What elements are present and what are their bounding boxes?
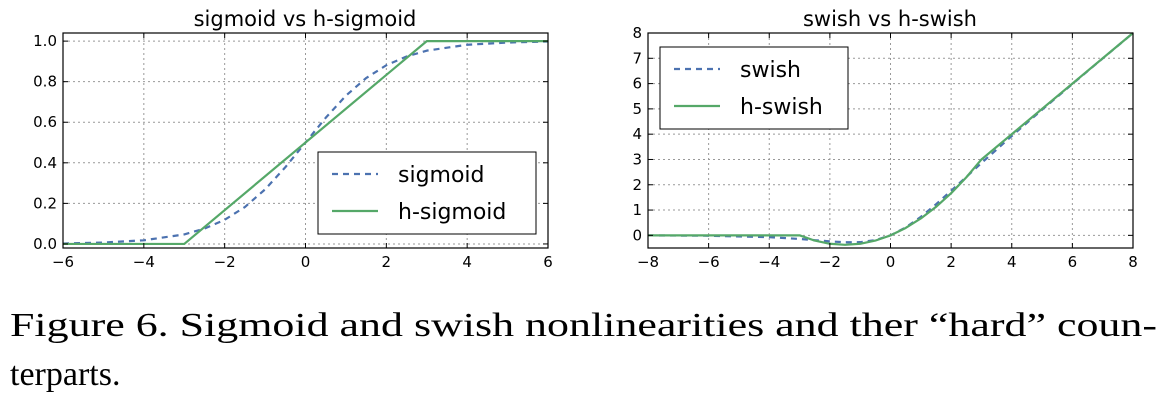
x-tick-label: −2 — [819, 253, 841, 271]
legend-label-swish: swish — [740, 58, 801, 83]
y-tick-label: 3 — [632, 150, 642, 168]
y-tick-label: 0.2 — [33, 194, 57, 212]
y-tick-label: 1 — [632, 201, 642, 219]
x-tick-label: −4 — [758, 253, 780, 271]
x-tick-label: −4 — [133, 253, 155, 271]
x-tick-label: 6 — [1068, 253, 1078, 271]
legend: sigmoid h-sigmoid — [317, 151, 537, 235]
swish-chart: swish vs h-swish −8 −6 −4 −2 0 2 4 6 8012345678s… — [632, 7, 1137, 271]
x-tick-label: −8 — [637, 253, 659, 271]
legend-label-h-swish: h-swish — [740, 95, 823, 120]
legend-label-h-sigmoid: h-sigmoid — [398, 200, 506, 225]
x-tick-label: 4 — [462, 253, 472, 271]
y-tick-label: 8 — [632, 24, 642, 42]
y-tick-label: 0.6 — [33, 113, 57, 131]
legend: swish h-swish — [659, 46, 849, 130]
legend-label-sigmoid: sigmoid — [398, 163, 485, 188]
sigmoid-chart: sigmoid vs h-sigmoid −6 −4 −2 0 2 4 6 0.0 0.2 0.4… — [33, 7, 553, 271]
x-tick-label: 0 — [301, 253, 311, 271]
y-tick-label: 0.4 — [33, 154, 57, 172]
caption-line-1: Figure 6. Sigmoid and swish nonlineariti… — [10, 307, 1157, 344]
y-tick-label: 0.0 — [33, 235, 57, 253]
x-tick-label: 8 — [1128, 253, 1138, 271]
x-tick-label: 6 — [543, 253, 553, 271]
series-line-h-swish — [648, 32, 1134, 246]
y-tick-label: 4 — [632, 125, 642, 143]
y-tick-label: 0.8 — [33, 73, 57, 91]
x-tick-label: −2 — [214, 253, 236, 271]
y-tick-label: 6 — [632, 75, 642, 93]
x-tick-label: 2 — [382, 253, 392, 271]
x-tick-label: −6 — [52, 253, 74, 271]
x-tick-label: 4 — [1007, 253, 1017, 271]
figure-caption: Figure 6. Sigmoid and swish nonlineariti… — [10, 307, 1157, 393]
series-line-h-sigmoid — [63, 40, 548, 246]
chart-title: swish vs h-swish — [803, 7, 977, 31]
legend-box — [317, 151, 537, 235]
y-tick-label: 1.0 — [33, 32, 57, 50]
y-tick-label: 2 — [632, 176, 642, 194]
y-tick-label: 7 — [632, 49, 642, 67]
chart-title: sigmoid vs h-sigmoid — [194, 7, 417, 31]
caption-line-2: terparts. — [10, 356, 120, 393]
y-tick-label: 5 — [632, 100, 642, 118]
x-tick-label: 0 — [886, 253, 896, 271]
y-tick-label: 0 — [632, 226, 642, 244]
x-tick-label: 2 — [946, 253, 956, 271]
x-tick-label: −6 — [698, 253, 720, 271]
legend-box — [659, 46, 849, 130]
